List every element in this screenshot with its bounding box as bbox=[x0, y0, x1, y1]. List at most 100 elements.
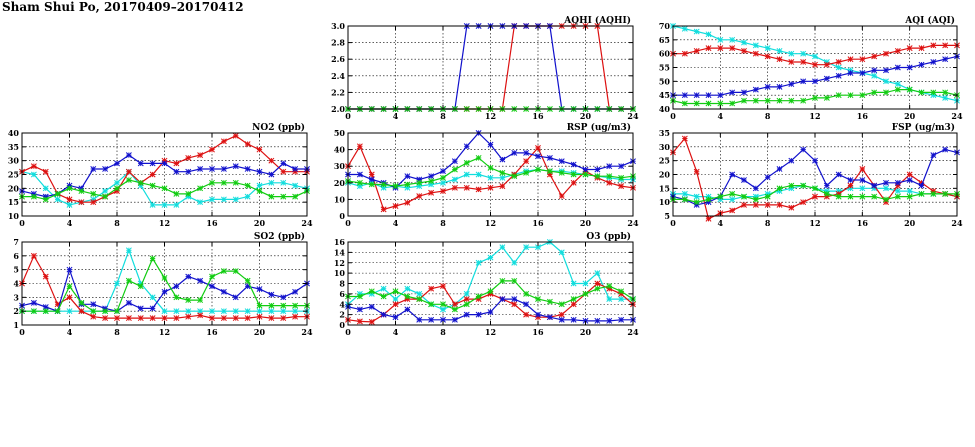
data-point bbox=[741, 97, 747, 104]
data-point bbox=[835, 72, 842, 79]
data-point bbox=[871, 53, 878, 60]
data-point bbox=[66, 283, 73, 290]
data-point bbox=[606, 173, 613, 180]
y-tick-label: 25 bbox=[8, 170, 19, 180]
data-point bbox=[404, 285, 411, 292]
data-point bbox=[835, 92, 842, 99]
data-point bbox=[729, 89, 736, 96]
data-point bbox=[440, 174, 446, 181]
data-point bbox=[883, 89, 889, 96]
data-point bbox=[871, 182, 878, 189]
data-point bbox=[197, 312, 204, 319]
data-point bbox=[451, 166, 458, 173]
data-point bbox=[149, 182, 156, 189]
data-point bbox=[220, 308, 227, 315]
data-point bbox=[280, 168, 287, 175]
data-point bbox=[942, 190, 949, 197]
data-point bbox=[392, 288, 399, 295]
data-point bbox=[256, 188, 263, 195]
data-point bbox=[451, 158, 458, 165]
data-point bbox=[232, 132, 239, 139]
data-point bbox=[705, 92, 712, 99]
data-point bbox=[66, 201, 73, 208]
data-point bbox=[800, 97, 807, 104]
data-point bbox=[256, 308, 263, 315]
x-tick-label: 24 bbox=[301, 327, 313, 337]
x-tick-label: 8 bbox=[440, 111, 446, 121]
data-point bbox=[717, 36, 724, 43]
data-point bbox=[883, 78, 889, 85]
data-point bbox=[356, 293, 363, 300]
data-point bbox=[209, 273, 215, 280]
data-point bbox=[812, 53, 818, 60]
data-point bbox=[102, 308, 109, 315]
data-point bbox=[906, 188, 913, 195]
data-point bbox=[440, 283, 446, 290]
data-point bbox=[30, 252, 37, 259]
data-point bbox=[942, 146, 949, 153]
data-point bbox=[173, 283, 180, 290]
data-point bbox=[859, 70, 866, 76]
data-point bbox=[788, 97, 795, 104]
data-point bbox=[30, 299, 37, 306]
data-point bbox=[546, 168, 553, 175]
x-tick-label: 24 bbox=[627, 327, 639, 337]
data-point bbox=[356, 318, 363, 325]
data-point bbox=[523, 149, 530, 156]
x-tick-label: 0 bbox=[19, 327, 25, 337]
data-point bbox=[475, 259, 482, 266]
data-point bbox=[440, 188, 446, 195]
data-point bbox=[209, 315, 215, 322]
data-point bbox=[90, 301, 97, 308]
data-point bbox=[185, 297, 192, 304]
data-point bbox=[693, 100, 700, 107]
x-tick-label: 12 bbox=[159, 327, 170, 337]
y-tick-label: 35 bbox=[659, 128, 670, 138]
data-point bbox=[894, 179, 901, 186]
data-point bbox=[918, 89, 925, 96]
data-point bbox=[356, 143, 363, 150]
data-point bbox=[800, 146, 807, 153]
y-tick-label: 8 bbox=[339, 279, 345, 289]
data-point bbox=[847, 177, 854, 183]
data-point bbox=[292, 182, 299, 189]
data-point bbox=[847, 193, 854, 200]
data-point bbox=[244, 308, 251, 315]
data-point bbox=[380, 206, 387, 213]
data-point bbox=[859, 92, 866, 99]
data-point bbox=[812, 61, 818, 68]
x-tick-label: 8 bbox=[765, 218, 771, 228]
data-point bbox=[930, 152, 937, 159]
data-point bbox=[894, 188, 901, 195]
data-point bbox=[66, 266, 73, 273]
data-point bbox=[220, 166, 227, 172]
data-point bbox=[280, 294, 287, 301]
data-point bbox=[764, 193, 771, 200]
y-tick-label: 60 bbox=[659, 49, 671, 59]
data-point bbox=[883, 50, 889, 57]
data-point bbox=[232, 196, 239, 203]
data-point bbox=[475, 186, 482, 193]
y-tick-label: 20 bbox=[334, 178, 346, 188]
data-point bbox=[125, 247, 132, 254]
data-point bbox=[428, 189, 435, 196]
data-point bbox=[244, 141, 251, 148]
data-point bbox=[717, 193, 724, 200]
data-point bbox=[451, 316, 458, 323]
y-tick-label: 3 bbox=[13, 292, 19, 302]
y-tick-label: 70 bbox=[659, 21, 671, 31]
data-point bbox=[511, 173, 518, 180]
data-point bbox=[149, 160, 156, 167]
data-point bbox=[788, 50, 795, 57]
data-point bbox=[693, 92, 700, 99]
data-point bbox=[918, 182, 925, 189]
data-point bbox=[463, 290, 470, 297]
data-point bbox=[185, 168, 192, 175]
data-point bbox=[42, 185, 49, 192]
y-tick-label: 65 bbox=[659, 35, 670, 45]
data-point bbox=[380, 285, 387, 292]
data-point bbox=[570, 171, 577, 178]
data-point bbox=[102, 188, 109, 195]
x-tick-label: 8 bbox=[440, 327, 446, 337]
chart-title: FSP (ug/m3) bbox=[892, 122, 955, 133]
